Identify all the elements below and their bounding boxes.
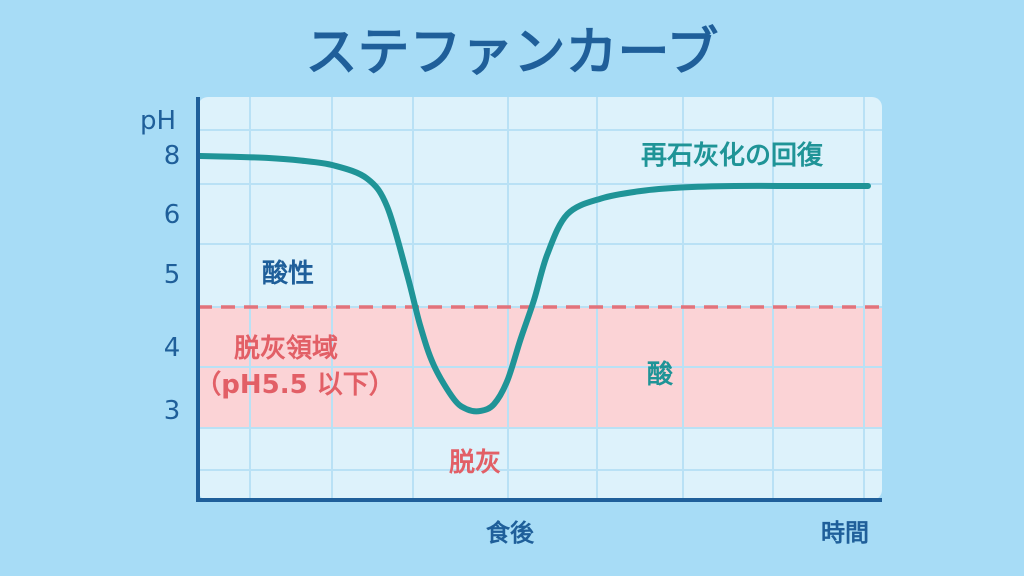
x-label-after-meal: 食後 xyxy=(486,519,535,547)
demineralization-zone-sublabel: （pH5.5 以下） xyxy=(195,370,394,400)
y-tick-5: 5 xyxy=(164,260,181,290)
y-tick-3: 3 xyxy=(164,396,181,426)
y-tick-labels: 8 6 5 4 3 xyxy=(164,141,181,426)
y-axis-label: pH xyxy=(140,106,176,136)
acid-label: 酸 xyxy=(647,360,674,390)
stephan-curve-line xyxy=(197,153,871,415)
chart-title: ステファンカーブ xyxy=(306,23,719,83)
acidity-label: 酸性 xyxy=(262,259,314,289)
demineralization-label: 脱灰 xyxy=(449,448,501,478)
y-tick-6: 6 xyxy=(164,200,181,230)
demineralization-zone-label: 脱灰領域 xyxy=(234,333,338,364)
y-tick-4: 4 xyxy=(164,333,181,363)
remineralization-label: 再石灰化の回復 xyxy=(641,140,824,171)
gridlines xyxy=(198,97,882,500)
y-tick-8: 8 xyxy=(164,141,181,171)
x-label-time: 時間 xyxy=(821,519,869,547)
